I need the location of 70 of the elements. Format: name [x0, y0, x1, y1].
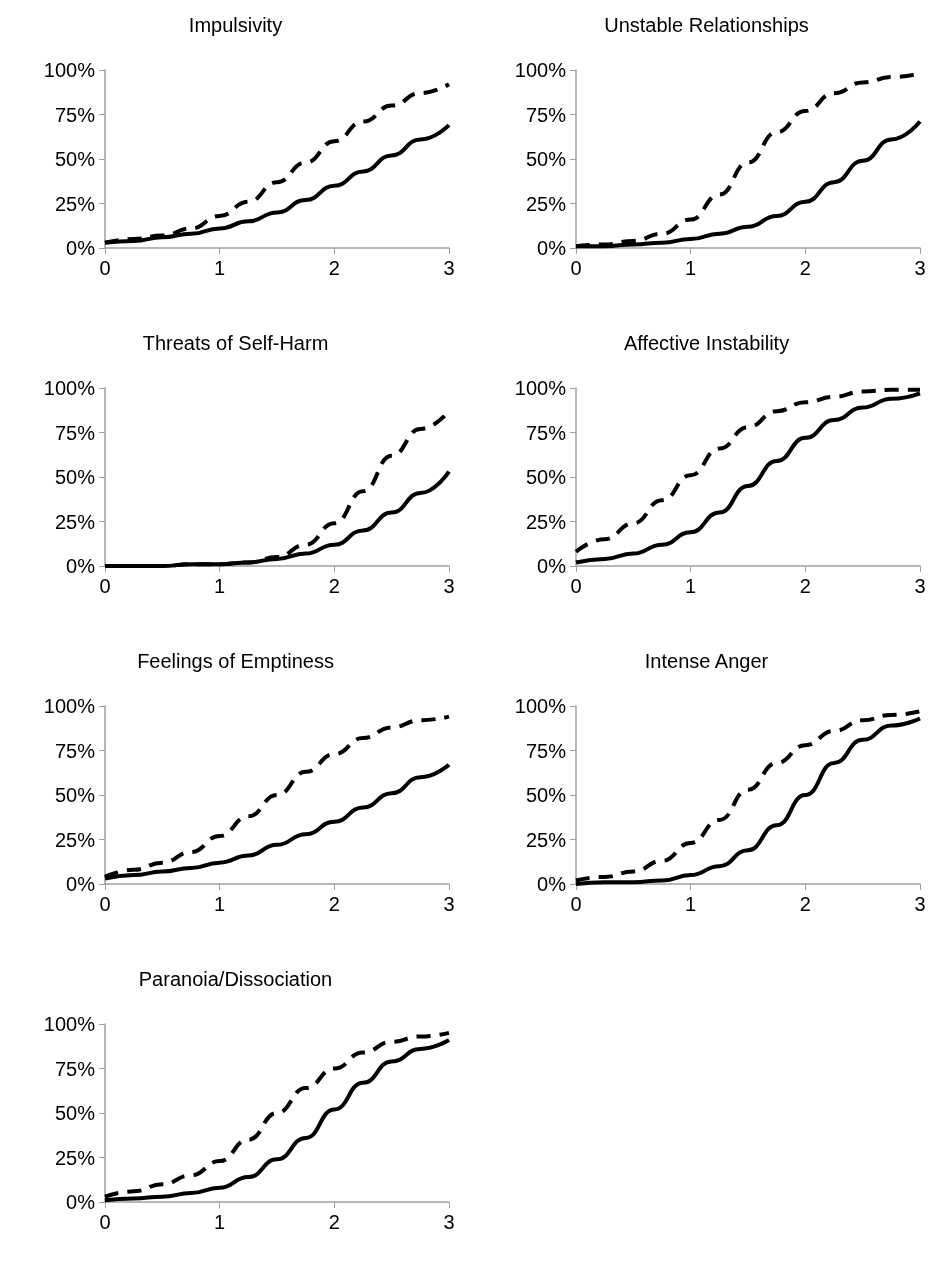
x-tick-label: 0	[570, 257, 582, 279]
y-tick-label: 100%	[514, 377, 567, 399]
x-tick-label: 2	[328, 575, 340, 597]
y-tick-label: 50%	[54, 466, 96, 488]
chart-title: Threats of Self-Harm	[142, 332, 329, 354]
y-tick-label: 0%	[66, 1191, 96, 1213]
y-tick-label: 100%	[43, 377, 96, 399]
y-tick-label: 25%	[525, 192, 567, 215]
y-tick-label: 75%	[525, 103, 567, 126]
y-tick-label: 75%	[54, 421, 96, 444]
y-tick-label: 75%	[54, 103, 96, 126]
y-tick-label: 25%	[54, 510, 96, 533]
y-tick-label: 0%	[537, 237, 567, 259]
x-tick-label: 0	[570, 575, 582, 597]
y-tick-label: 0%	[66, 555, 96, 577]
y-tick-label: 0%	[66, 237, 96, 259]
x-tick-label: 0	[570, 893, 582, 915]
y-tick-label: 25%	[54, 828, 96, 851]
y-tick-label: 50%	[525, 784, 567, 806]
y-tick-label: 25%	[525, 828, 567, 851]
y-tick-label: 50%	[54, 148, 96, 170]
x-tick-label: 1	[685, 575, 697, 597]
y-tick-label: 50%	[525, 148, 567, 170]
x-tick-label: 2	[799, 575, 811, 597]
x-tick-label: 2	[799, 257, 811, 279]
x-tick-label: 0	[99, 893, 111, 915]
chart-title: Feelings of Emptiness	[137, 650, 334, 672]
y-tick-label: 100%	[43, 59, 96, 81]
x-tick-label: 2	[799, 893, 811, 915]
x-tick-label: 3	[443, 893, 455, 915]
chart-title: Intense Anger	[644, 650, 769, 672]
y-tick-label: 25%	[54, 192, 96, 215]
x-tick-label: 3	[443, 575, 455, 597]
y-tick-label: 100%	[514, 695, 567, 717]
x-tick-label: 1	[214, 257, 226, 279]
y-tick-label: 50%	[54, 1102, 96, 1124]
x-tick-label: 1	[214, 1211, 226, 1233]
chart-title: Impulsivity	[188, 14, 283, 36]
y-tick-label: 100%	[514, 59, 567, 81]
x-tick-label: 2	[328, 893, 340, 915]
chart-title: Affective Instability	[623, 332, 790, 354]
x-tick-label: 2	[328, 257, 340, 279]
x-tick-label: 1	[685, 893, 697, 915]
y-tick-label: 0%	[66, 873, 96, 895]
y-tick-label: 0%	[537, 555, 567, 577]
y-tick-label: 100%	[43, 1013, 96, 1035]
x-tick-label: 0	[99, 1211, 111, 1233]
x-tick-label: 3	[443, 1211, 455, 1233]
x-tick-label: 0	[99, 575, 111, 597]
x-tick-label: 0	[99, 257, 111, 279]
x-tick-label: 1	[214, 893, 226, 915]
y-tick-label: 25%	[54, 1146, 96, 1169]
x-tick-label: 1	[214, 575, 226, 597]
y-tick-label: 25%	[525, 510, 567, 533]
y-tick-label: 100%	[43, 695, 96, 717]
chart-title: Unstable Relationships	[604, 14, 809, 36]
y-tick-label: 0%	[537, 873, 567, 895]
y-tick-label: 50%	[525, 466, 567, 488]
y-tick-label: 75%	[525, 739, 567, 762]
y-tick-label: 75%	[525, 421, 567, 444]
chart-title: Paranoia/Dissociation	[138, 968, 333, 990]
y-tick-label: 75%	[54, 739, 96, 762]
y-tick-label: 50%	[54, 784, 96, 806]
x-tick-label: 3	[443, 257, 455, 279]
x-tick-label: 2	[328, 1211, 340, 1233]
x-tick-label: 3	[914, 257, 926, 279]
x-tick-label: 1	[685, 257, 697, 279]
x-tick-label: 3	[914, 575, 926, 597]
x-tick-label: 3	[914, 893, 926, 915]
y-tick-label: 75%	[54, 1057, 96, 1080]
